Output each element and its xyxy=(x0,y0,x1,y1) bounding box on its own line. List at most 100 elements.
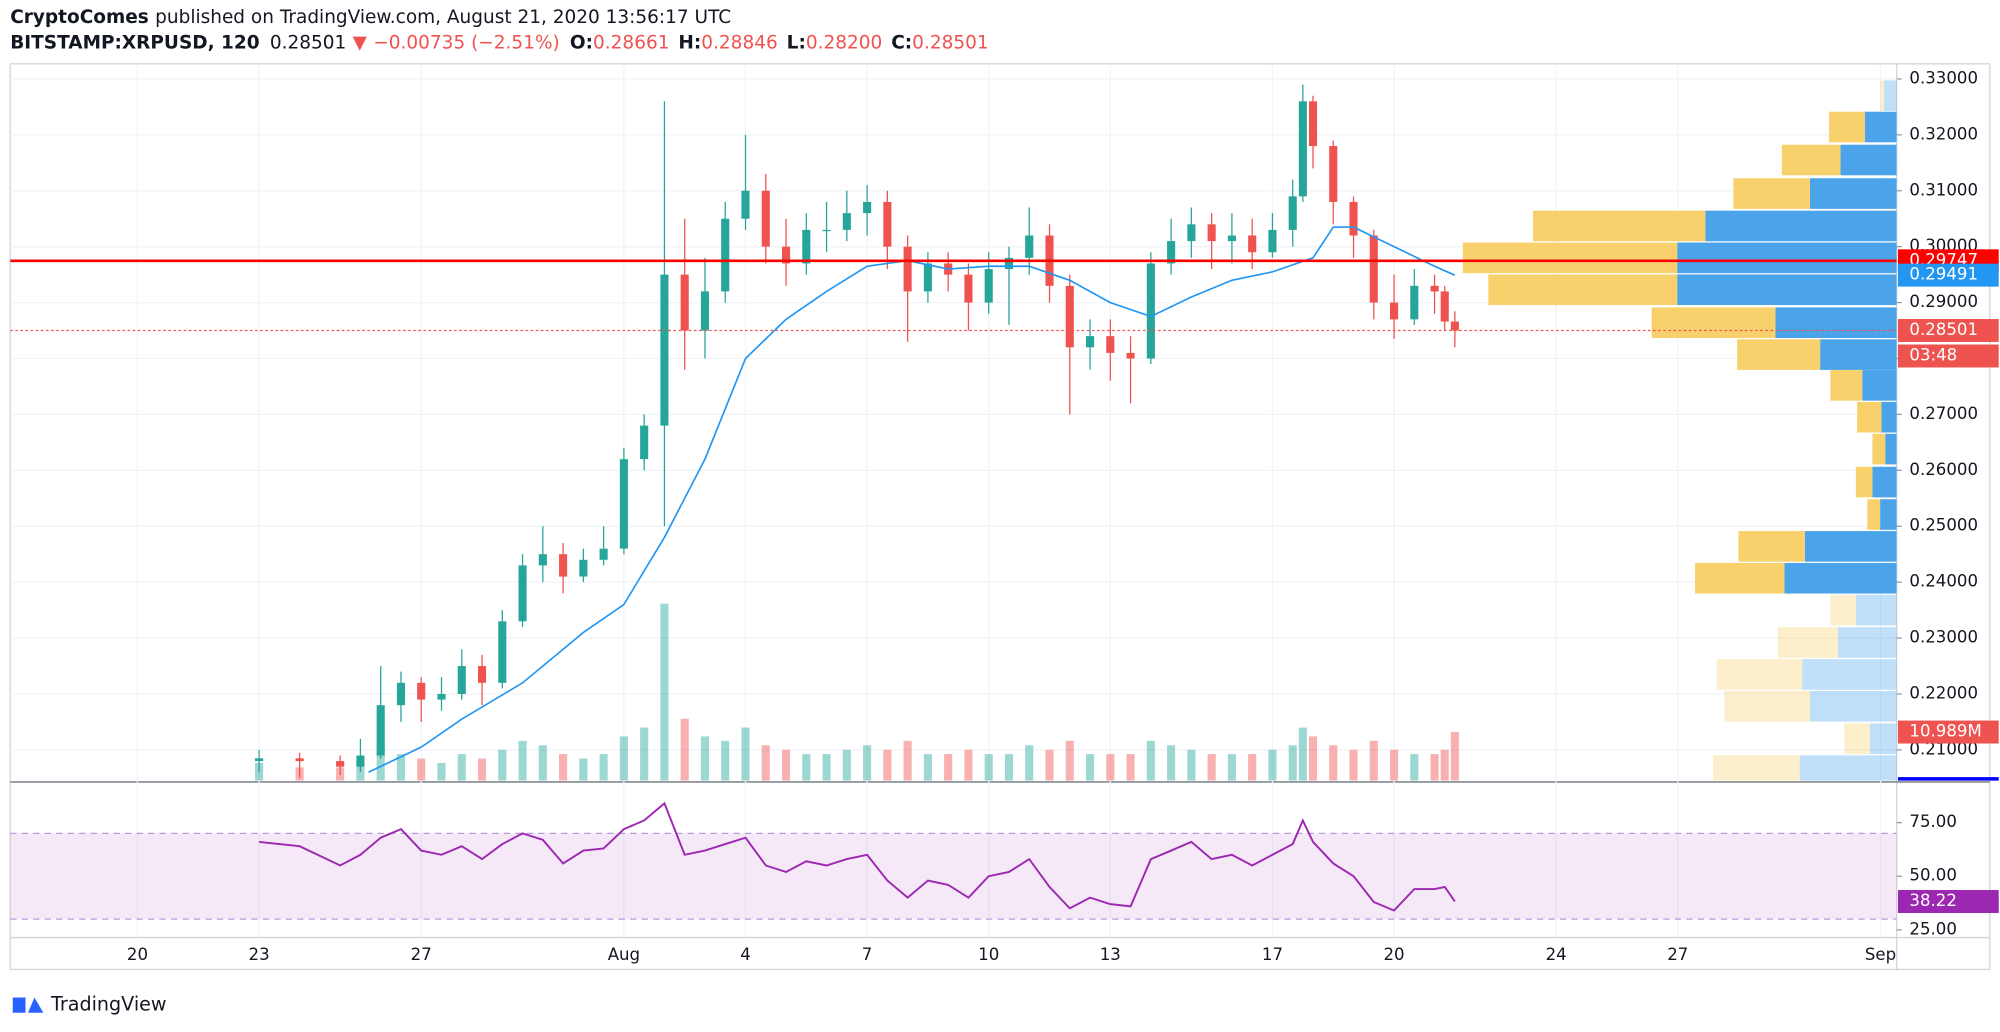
price-label-bg xyxy=(1897,263,1999,287)
rsi-tick-label: 75.00 xyxy=(1909,812,1956,831)
profile-up xyxy=(1820,339,1897,370)
volume-bar xyxy=(1410,754,1419,781)
rsi-label: 38.22 xyxy=(1909,891,1956,910)
candle-body xyxy=(477,666,487,683)
rsi-tick-label: 25.00 xyxy=(1909,919,1956,938)
x-tick-label: 20 xyxy=(1384,945,1405,964)
profile-down xyxy=(1857,401,1882,433)
main-pane xyxy=(10,80,1897,781)
candle-body xyxy=(1410,285,1419,320)
profile-down xyxy=(1830,370,1863,401)
brand: TradingView xyxy=(50,993,167,1016)
profile-down xyxy=(1829,111,1865,143)
grid xyxy=(10,63,1897,938)
x-tick-label: 20 xyxy=(127,945,148,964)
profile-up xyxy=(1864,111,1897,143)
rsi-tick-label: 50.00 xyxy=(1909,866,1956,885)
volume-bar xyxy=(1298,727,1307,781)
candle-body xyxy=(1025,235,1034,258)
symbol: BITSTAMP:XRPUSD, 120 xyxy=(10,32,259,53)
volume-bar xyxy=(579,758,588,781)
volume-bar xyxy=(1126,754,1135,781)
profile-down xyxy=(1712,755,1800,781)
profile-down xyxy=(1651,307,1776,339)
candle-body xyxy=(1065,285,1074,348)
chart-frame xyxy=(9,63,1991,971)
x-tick-label: 27 xyxy=(1667,945,1688,964)
volume-bar xyxy=(518,740,527,781)
candle-body xyxy=(599,548,608,560)
y-tick-label: 0.32000 xyxy=(1909,124,1978,143)
publish-line: CryptoComes published on TradingView.com,… xyxy=(10,7,731,28)
profile-down xyxy=(1781,144,1841,176)
logo: TradingView xyxy=(12,993,167,1016)
volume-bar xyxy=(1167,745,1176,781)
candle-body xyxy=(396,682,406,706)
candle-body xyxy=(1146,263,1155,359)
rsi-band xyxy=(10,833,1897,920)
candle-body xyxy=(1004,257,1014,270)
profile-down xyxy=(1462,242,1678,274)
candle-body xyxy=(1390,302,1399,320)
rsi-line xyxy=(258,801,1456,912)
candle-body xyxy=(498,621,507,683)
candle-body xyxy=(923,263,932,292)
profile-down xyxy=(1532,210,1706,242)
x-tick-label: 17 xyxy=(1262,945,1283,964)
candle-body xyxy=(579,559,588,577)
profile-down xyxy=(1737,339,1821,370)
candle-body xyxy=(1126,352,1135,359)
volume-bar xyxy=(964,749,973,781)
volume-bar xyxy=(1106,754,1115,781)
volume-bar xyxy=(396,754,406,781)
volume-bar xyxy=(1349,749,1358,781)
candle-body xyxy=(883,201,892,247)
candle-body xyxy=(1430,285,1439,292)
x-tick-label: 27 xyxy=(411,945,432,964)
candle-body xyxy=(1106,336,1115,353)
profile-down xyxy=(1830,594,1856,626)
volume-bar xyxy=(538,745,547,781)
candle-body xyxy=(295,758,304,762)
candle-body xyxy=(842,213,851,230)
symbol-line: BITSTAMP:XRPUSD, 120 0.28501 ▼ −0.00735 (−2… xyxy=(10,32,988,53)
profile-up xyxy=(1872,466,1897,498)
candle-body xyxy=(518,565,527,622)
price-label-bg xyxy=(1897,319,1999,342)
candle-body xyxy=(680,274,689,331)
volume-bar xyxy=(923,754,932,781)
candle-body xyxy=(721,218,730,292)
moving-average xyxy=(368,226,1456,773)
volume-bar xyxy=(619,736,628,781)
last-price: 0.28501 xyxy=(270,32,346,53)
volume-bar xyxy=(417,758,426,781)
price-label: 0.29491 xyxy=(1909,265,1978,284)
volume-bar xyxy=(1187,749,1196,781)
ohlc-value: 0.28846 xyxy=(701,32,777,53)
profile-down xyxy=(1872,433,1886,465)
profile-down xyxy=(1716,659,1803,690)
volume-bar xyxy=(1440,749,1449,781)
candle-body xyxy=(660,274,669,426)
candle-body xyxy=(356,755,365,767)
candle-body xyxy=(417,682,426,700)
volume-bar xyxy=(1004,754,1014,781)
volume-bar xyxy=(984,754,993,781)
volume-label-bg xyxy=(1897,720,1999,744)
volume-bar xyxy=(1450,732,1459,781)
candle-body xyxy=(559,554,568,577)
profile-down xyxy=(1695,562,1785,594)
axes: 20 23 27 Aug 4 7 10 13 17 20 24 27 Sep 0.21000 0.22000… xyxy=(127,68,1978,963)
volume-bar xyxy=(660,603,669,781)
countdown-label: 03:48 xyxy=(1909,346,1957,365)
profile-up xyxy=(1883,80,1897,112)
candle-body xyxy=(1369,235,1378,303)
profile-up xyxy=(1881,401,1897,433)
candle-body xyxy=(1167,241,1176,264)
published: published on TradingView.com, August 21,… xyxy=(155,7,731,28)
candle-body xyxy=(741,190,750,219)
x-tick-label: Aug xyxy=(608,945,640,964)
change: −0.00735 (−2.51%) xyxy=(373,32,559,53)
candle-body xyxy=(1329,146,1338,202)
